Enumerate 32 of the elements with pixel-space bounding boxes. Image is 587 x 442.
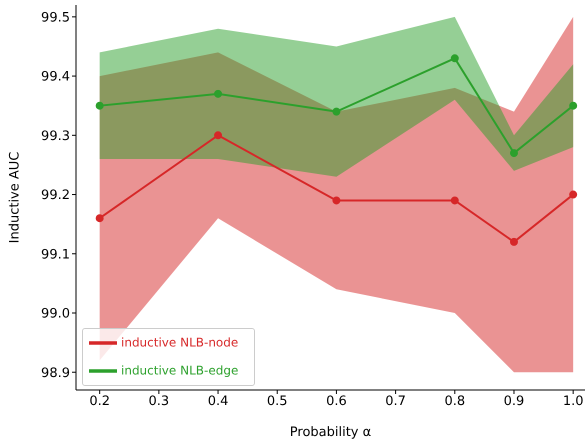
y-tick-label: 99.1 [41,247,70,262]
point [96,102,104,110]
x-tick-label: 0.8 [444,394,466,410]
point [510,149,518,158]
point [214,131,222,140]
x-tick-label: 0.3 [148,394,170,410]
y-tick-label: 98.9 [41,366,70,381]
y-tick-label: 99.4 [41,70,70,85]
x-tick-label: 0.7 [385,394,406,410]
point [214,90,222,98]
x-tick-label: 0.6 [326,394,347,410]
point [450,196,459,204]
point [510,238,518,246]
y-tick-label: 99.5 [41,10,70,26]
x-tick-label: 0.4 [208,394,228,410]
x-axis-title: Probability α [290,425,372,440]
point [569,190,578,199]
point [332,196,340,204]
point [569,102,578,110]
x-tick-label: 1.0 [562,394,584,410]
point [96,214,104,222]
legend-label: inductive NLB-node [121,335,238,350]
point [332,108,340,116]
point [450,54,459,62]
x-tick-label: 0.5 [266,394,288,410]
legend-label: inductive NLB-edge [121,363,238,378]
y-axis-title: Inductive AUC [8,152,23,244]
x-tick-label: 0.2 [89,394,110,410]
y-tick-label: 99.3 [41,128,70,144]
y-tick-label: 99.2 [41,188,70,204]
y-tick-label: 99.0 [41,306,70,322]
x-tick-label: 0.9 [504,394,524,410]
